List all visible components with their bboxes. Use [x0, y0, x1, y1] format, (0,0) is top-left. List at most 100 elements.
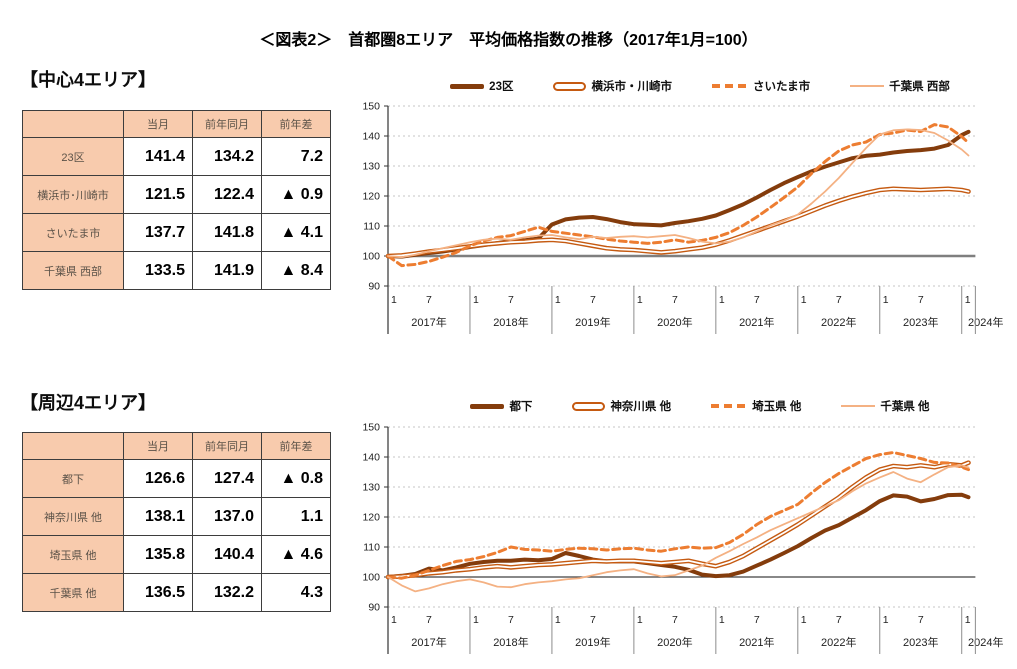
value-cell: 121.5 — [123, 175, 193, 214]
year-label: 2024年 — [968, 315, 1003, 329]
year-label: 2021年 — [739, 635, 774, 649]
x-tick-label: 1 — [801, 294, 807, 306]
x-tick-label: 1 — [391, 614, 397, 626]
legend-item-tama: 都下 — [470, 398, 532, 414]
x-tick-label: 7 — [836, 614, 842, 626]
table-corner-cell — [22, 110, 124, 138]
legend-item-tokyo23: 23区 — [450, 78, 513, 94]
x-tick-label: 1 — [637, 614, 643, 626]
year-label: 2018年 — [493, 315, 528, 329]
legend-central: 23区 横浜市・川崎市 さいたま市 千葉県 西部 — [390, 78, 1010, 94]
y-axis-label: 140 — [362, 131, 380, 143]
value-cell: 122.4 — [192, 175, 262, 214]
year-label: 2017年 — [411, 315, 446, 329]
row-label-cell: 千葉県 西部 — [22, 251, 124, 290]
legend-marker-thick-line-icon — [450, 83, 485, 89]
x-tick-label: 1 — [883, 294, 889, 306]
value-cell: 4.3 — [261, 573, 331, 612]
x-tick-label: 1 — [555, 614, 561, 626]
x-tick-label: 7 — [918, 614, 924, 626]
section-heading-peripheral: 【周辺4エリア】 — [20, 393, 157, 413]
value-cell: 1.1 — [261, 497, 331, 536]
row-label-cell: 埼玉県 他 — [22, 535, 124, 574]
value-cell: ▲ 0.8 — [261, 459, 331, 498]
price-index-chart-peripheral: 90 100 110 120 130 140 150 1 7 2017年 1 7 2018年 1 7 2019… — [362, 422, 1003, 654]
series-line-saitama-city — [386, 123, 970, 268]
section-heading-central: 【中心4エリア】 — [20, 70, 157, 90]
x-tick-label: 1 — [719, 294, 725, 306]
value-cell: 126.6 — [123, 459, 193, 498]
row-label-cell: 神奈川県 他 — [22, 497, 124, 536]
legend-peripheral: 都下 神奈川県 他 埼玉県 他 千葉県 他 — [390, 398, 1010, 414]
year-label: 2020年 — [657, 315, 692, 329]
x-tick-label: 1 — [637, 294, 643, 306]
year-label: 2020年 — [657, 635, 692, 649]
y-axis-label: 150 — [362, 422, 380, 434]
value-cell: 132.2 — [192, 573, 262, 612]
legend-item-saitama-other: 埼玉県 他 — [711, 398, 801, 414]
legend-item-yokohama-kawasaki: 横浜市・川崎市 — [553, 78, 672, 94]
row-label-cell: さいたま市 — [22, 213, 124, 252]
legend-marker-thick-line-icon — [470, 403, 505, 409]
x-tick-label: 1 — [719, 614, 725, 626]
table-row: 都下 126.6 127.4 ▲ 0.8 — [22, 459, 331, 498]
x-tick-label: 1 — [555, 294, 561, 306]
legend-marker-dashed-line-icon — [711, 84, 748, 88]
legend-label: 千葉県 他 — [880, 401, 930, 413]
year-label: 2017年 — [411, 635, 446, 649]
value-cell: 127.4 — [192, 459, 262, 498]
legend-label: 千葉県 西部 — [889, 81, 950, 93]
legend-label: 都下 — [509, 401, 533, 413]
value-cell: 7.2 — [261, 137, 331, 176]
x-tick-label: 7 — [426, 294, 432, 306]
year-label: 2018年 — [493, 635, 528, 649]
column-header: 前年差 — [261, 432, 331, 460]
x-tick-label: 7 — [918, 294, 924, 306]
series-line-chiba-other — [387, 464, 970, 593]
legend-marker-thin-line-icon — [850, 85, 885, 87]
table-row: 千葉県 西部 133.5 141.9 ▲ 8.4 — [22, 251, 331, 290]
legend-item-chiba-other: 千葉県 他 — [841, 398, 930, 414]
table-row: さいたま市 137.7 141.8 ▲ 4.1 — [22, 213, 331, 252]
legend-label: 神奈川県 他 — [610, 401, 672, 413]
x-tick-label: 7 — [590, 294, 596, 306]
table-corner-cell — [22, 432, 124, 460]
y-axis-label: 120 — [362, 191, 380, 203]
column-header: 当月 — [123, 432, 193, 460]
y-axis-label: 130 — [362, 482, 380, 494]
table-row: 神奈川県 他 138.1 137.0 1.1 — [22, 497, 331, 536]
row-label-cell: 都下 — [22, 459, 124, 498]
x-tick-label: 1 — [473, 614, 479, 626]
year-label: 2019年 — [575, 635, 610, 649]
legend-marker-thin-line-icon — [841, 405, 876, 407]
value-cell: 133.5 — [123, 251, 193, 290]
x-tick-label: 7 — [754, 614, 760, 626]
y-axis-label: 100 — [362, 251, 380, 263]
y-axis-label: 140 — [362, 452, 380, 464]
legend-marker-double-line-icon — [572, 401, 606, 411]
value-cell: ▲ 4.1 — [261, 213, 331, 252]
year-label: 2019年 — [575, 315, 610, 329]
year-label: 2021年 — [739, 315, 774, 329]
year-label: 2022年 — [821, 315, 856, 329]
value-cell: 135.8 — [123, 535, 193, 574]
y-axis-label: 150 — [362, 101, 380, 113]
price-index-chart-central: 90 100 110 120 130 140 150 1 7 2017年 1 7 2018年 1 7 2019… — [362, 101, 1003, 334]
y-axis-label: 100 — [362, 572, 380, 584]
x-tick-label: 1 — [473, 294, 479, 306]
value-cell: 137.0 — [192, 497, 262, 536]
table-row: 横浜市･川崎市 121.5 122.4 ▲ 0.9 — [22, 175, 331, 214]
column-header: 前年同月 — [192, 110, 262, 138]
y-axis-label: 130 — [362, 161, 380, 173]
x-tick-label: 7 — [672, 294, 678, 306]
x-tick-label: 7 — [508, 294, 514, 306]
legend-item-chiba-west: 千葉県 西部 — [850, 78, 950, 94]
x-tick-label: 7 — [754, 294, 760, 306]
year-label: 2023年 — [903, 635, 938, 649]
value-cell: 140.4 — [192, 535, 262, 574]
y-axis-label: 120 — [362, 512, 380, 524]
value-cell: 138.1 — [123, 497, 193, 536]
x-tick-label: 1 — [965, 614, 971, 626]
series-line-core-kanagawa-other — [387, 461, 970, 578]
value-cell: 137.7 — [123, 213, 193, 252]
